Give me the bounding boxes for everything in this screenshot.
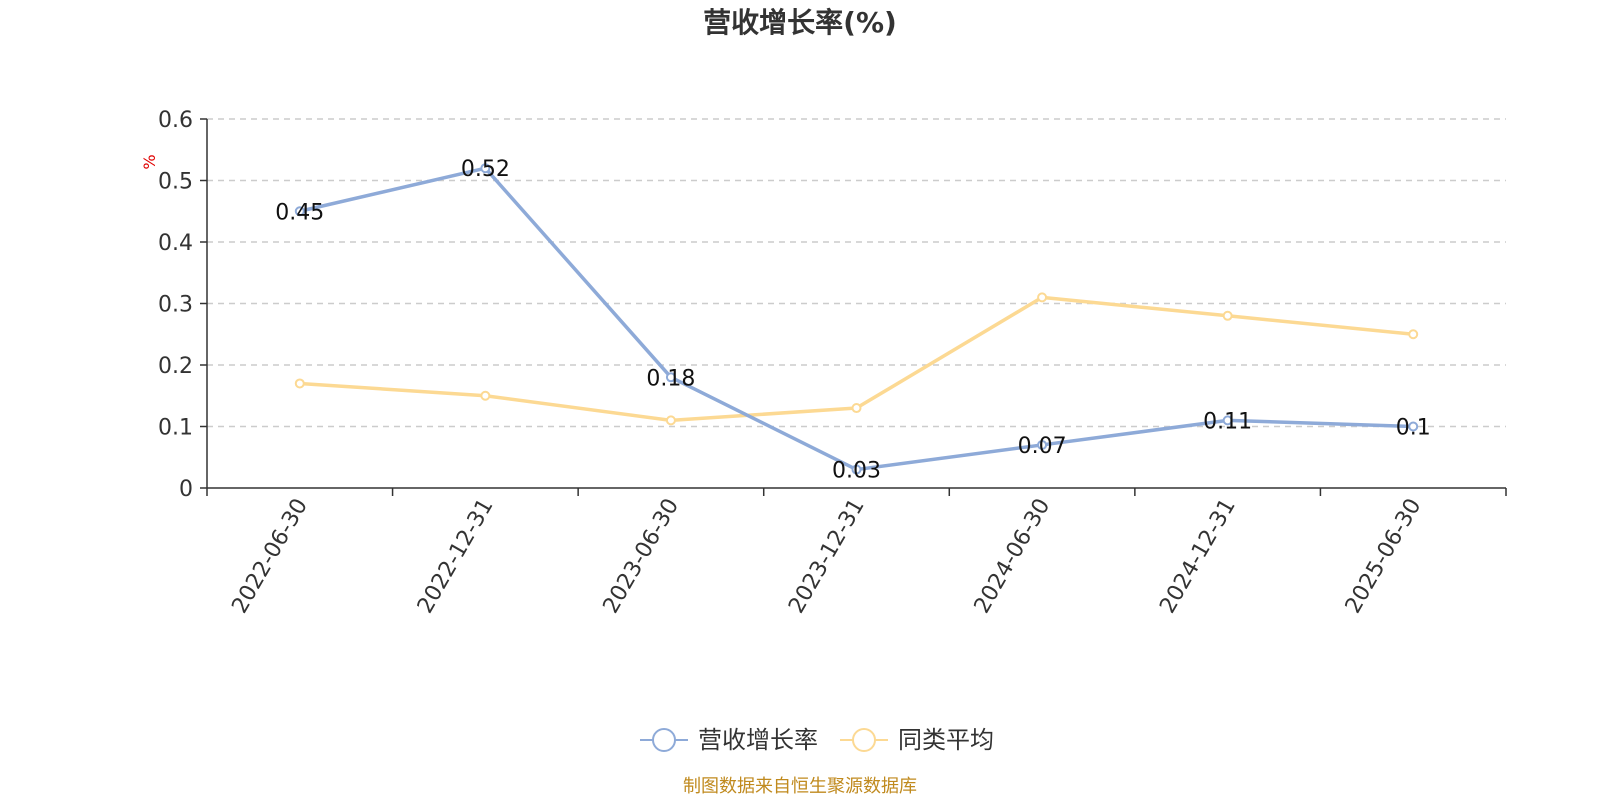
legend-item[interactable]: 营收增长率 bbox=[640, 726, 818, 754]
series-point bbox=[665, 372, 676, 383]
y-tick-label: 0.3 bbox=[158, 293, 193, 318]
series-point bbox=[294, 378, 305, 389]
axes: 0 0.1 0.2 0.3 0.4 0.5 0.6 2022-06-30 2022-12-31 2… bbox=[158, 108, 1507, 618]
y-tick-label: 0.6 bbox=[158, 108, 193, 133]
series-point bbox=[1222, 415, 1233, 426]
data-label: 0.11 bbox=[1203, 409, 1252, 434]
series-point bbox=[294, 206, 305, 217]
data-label: 0.45 bbox=[275, 200, 324, 225]
series-point bbox=[480, 163, 491, 174]
legend[interactable]: 营收增长率 同类平均 bbox=[640, 726, 994, 754]
series-point bbox=[1408, 329, 1419, 340]
series-point bbox=[851, 464, 862, 475]
x-tick-label: 2022-12-31 bbox=[413, 495, 499, 618]
series-point bbox=[1408, 421, 1419, 432]
series-point bbox=[480, 390, 491, 401]
legend-marker bbox=[852, 728, 876, 752]
y-axis-unit-label: % bbox=[140, 154, 159, 169]
legend-label: 同类平均 bbox=[898, 726, 994, 754]
data-label: 0.03 bbox=[832, 459, 881, 484]
data-label: 0.18 bbox=[646, 366, 695, 391]
y-tick-label: 0.2 bbox=[158, 354, 193, 379]
x-tick-label: 2024-12-31 bbox=[1155, 495, 1241, 618]
y-tick-label: 0.4 bbox=[158, 231, 193, 256]
y-tick-label: 0.5 bbox=[158, 170, 193, 195]
data-label: 0.1 bbox=[1396, 416, 1431, 441]
y-tick-label: 0 bbox=[179, 477, 193, 502]
chart-title: 营收增长率(%) bbox=[703, 6, 897, 39]
grid-lines bbox=[207, 118, 1506, 428]
y-tick-label: 0.1 bbox=[158, 416, 193, 441]
legend-marker bbox=[652, 728, 676, 752]
x-tick-label: 2023-06-30 bbox=[599, 495, 685, 618]
series-point bbox=[851, 403, 862, 414]
legend-label: 营收增长率 bbox=[698, 726, 818, 754]
data-labels: 0.45 0.52 0.18 0.03 0.07 0.11 0.1 bbox=[275, 157, 1430, 483]
series-point bbox=[665, 415, 676, 426]
series-point bbox=[1037, 292, 1048, 303]
series-point bbox=[1037, 439, 1048, 450]
x-tick-label: 2022-06-30 bbox=[227, 495, 313, 618]
series-line bbox=[299, 295, 1414, 423]
source-note: 制图数据来自恒生聚源数据库 bbox=[683, 776, 917, 797]
legend-item[interactable]: 同类平均 bbox=[840, 726, 994, 754]
series bbox=[294, 163, 1419, 475]
data-label: 0.07 bbox=[1018, 434, 1067, 459]
x-tick-label: 2024-06-30 bbox=[970, 495, 1056, 618]
series-point bbox=[1222, 310, 1233, 321]
x-tick-label: 2023-12-31 bbox=[784, 495, 870, 618]
data-label: 0.52 bbox=[461, 157, 510, 182]
x-tick-label: 2025-06-30 bbox=[1341, 495, 1427, 618]
